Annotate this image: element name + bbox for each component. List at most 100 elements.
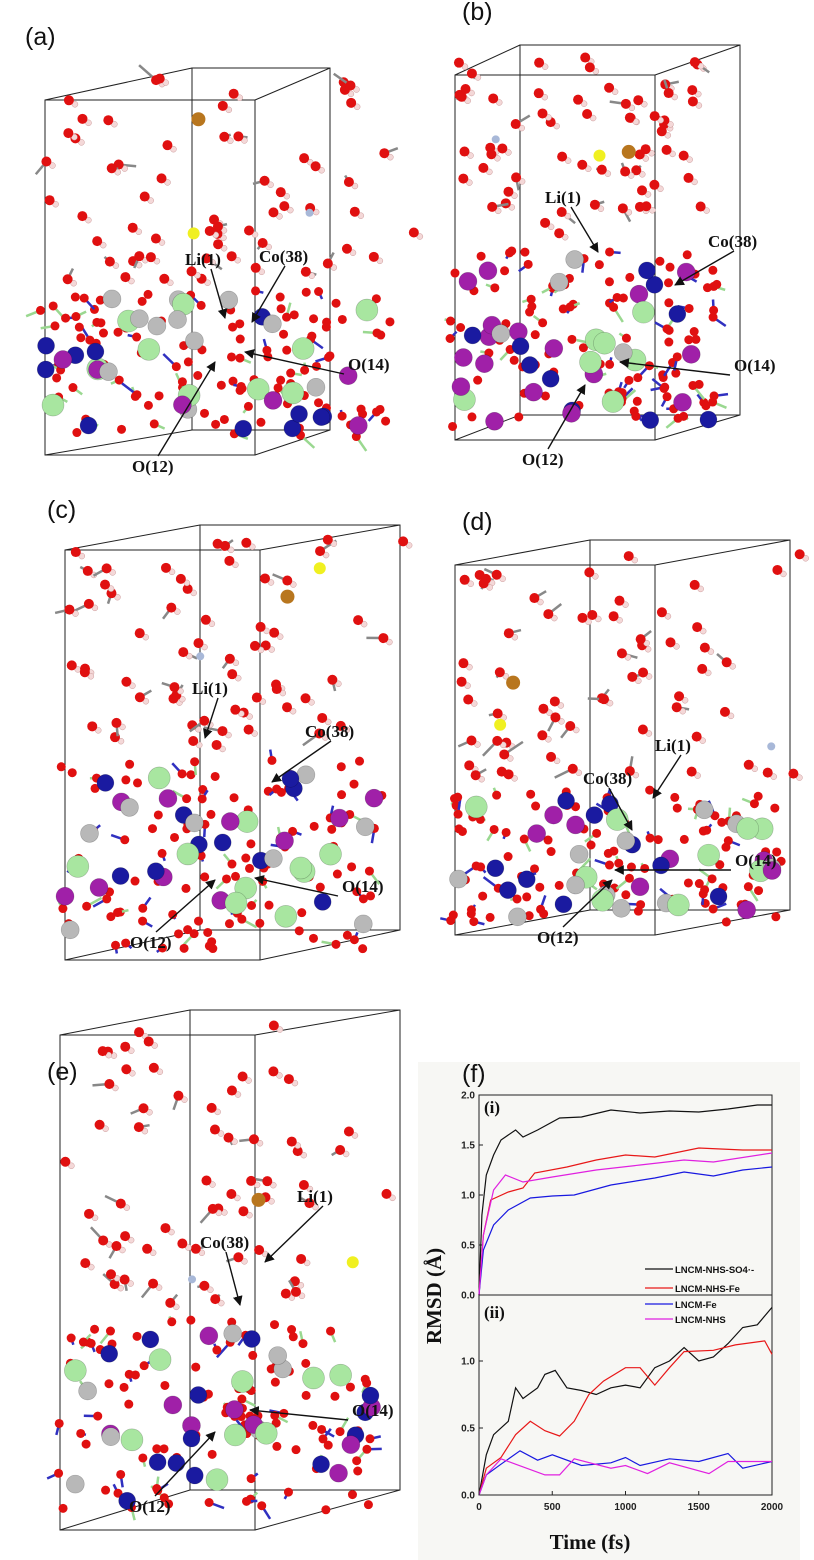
annotation-label: Li(1) bbox=[185, 250, 221, 269]
panel-label-d: (d) bbox=[462, 508, 493, 536]
panel-label-a: (a) bbox=[25, 23, 56, 51]
rmsd-chart: (f) 0.0 0.5 1.0 1.5 2.0 0.0 0.5 1.0 0 500 1000 1500… bbox=[418, 1060, 800, 1560]
legend: LNCM-NHS-SO4·- LNCM-NHS-Fe LNCM-Fe LNCM-… bbox=[645, 1265, 754, 1326]
annotation-li1: Li(1) bbox=[652, 736, 691, 799]
legend-entry: LNCM-NHS-Fe bbox=[675, 1284, 740, 1295]
structure-panel-b: (b) Li(1) Co(38) O(14) O(12) bbox=[444, 0, 776, 469]
annotation-co38: Co(38) bbox=[251, 247, 308, 323]
annotation-label: Co(38) bbox=[259, 247, 308, 266]
series-line-lncm-nhs-fe bbox=[478, 1340, 773, 1496]
arrow-icon bbox=[251, 265, 286, 323]
atoms bbox=[54, 534, 413, 954]
annotation-o12: O(12) bbox=[132, 361, 216, 476]
atoms bbox=[440, 549, 809, 927]
x-axis-label: Time (fs) bbox=[550, 1530, 631, 1554]
annotation-o12: O(12) bbox=[129, 1431, 216, 1516]
arrow-icon bbox=[254, 875, 339, 897]
y-tick-label: 0.0 bbox=[461, 1491, 475, 1502]
chart-background bbox=[418, 1062, 800, 1560]
annotation-o12: O(12) bbox=[522, 384, 586, 469]
series-line-lncm-nhs-so4- bbox=[478, 1307, 773, 1496]
molecular-structures: (a) Li(1) Co(38) O(14) O(12) (b) Li(1) Co(38) O(… bbox=[25, 0, 809, 1531]
unit-cell-box bbox=[44, 67, 331, 456]
annotation-o14: O(14) bbox=[614, 851, 777, 875]
panel-label-f: (f) bbox=[462, 1060, 486, 1088]
annotation-label: O(12) bbox=[130, 933, 172, 952]
arrow-icon bbox=[570, 206, 599, 253]
series-line-lncm-nhs-so4- bbox=[478, 1104, 772, 1296]
unit-cell-box bbox=[454, 44, 741, 441]
annotation-label: O(12) bbox=[129, 1497, 171, 1516]
arrow-icon bbox=[547, 384, 586, 450]
atoms bbox=[25, 64, 424, 452]
y-tick-label: 2.0 bbox=[461, 1091, 475, 1102]
annotation-o14: O(14) bbox=[244, 349, 390, 375]
legend-entry: LNCM-NHS-SO4·- bbox=[675, 1265, 754, 1276]
annotation-label: Co(38) bbox=[708, 232, 757, 251]
subplot-1: 0.0 0.5 1.0 1.5 2.0 bbox=[461, 1091, 773, 1302]
annotation-co38: Co(38) bbox=[583, 769, 633, 831]
y-axis-label: RMSD (Å) bbox=[422, 1248, 446, 1344]
annotation-o14: O(14) bbox=[254, 875, 384, 897]
annotation-co38: Co(38) bbox=[674, 232, 757, 286]
annotation-li1: Li(1) bbox=[264, 1187, 333, 1263]
structure-panel-d: (d) Li(1) Co(38) O(14) O(12) bbox=[440, 508, 809, 947]
legend-entry: LNCM-Fe bbox=[675, 1300, 717, 1311]
x-tick-label: 0 bbox=[476, 1502, 482, 1513]
x-tick-label: 500 bbox=[544, 1502, 561, 1513]
arrow-icon bbox=[652, 754, 682, 799]
series-line-lncm-nhs bbox=[478, 1458, 772, 1496]
annotation-label: Li(1) bbox=[192, 679, 228, 698]
annotation-label: O(14) bbox=[352, 1401, 394, 1420]
annotation-label: O(14) bbox=[342, 877, 384, 896]
annotation-co38: Co(38) bbox=[271, 722, 354, 783]
series-line-lncm-nhs-fe bbox=[478, 1147, 772, 1296]
subplot-label-ii: (ii) bbox=[484, 1303, 505, 1322]
arrow-icon bbox=[619, 358, 731, 376]
annotation-label: Li(1) bbox=[655, 736, 691, 755]
panel-label-b: (b) bbox=[462, 0, 493, 26]
x-tick-label: 2000 bbox=[761, 1502, 784, 1513]
annotation-co38: Co(38) bbox=[200, 1233, 249, 1306]
arrow-icon bbox=[674, 250, 735, 286]
annotation-o12: O(12) bbox=[537, 879, 613, 947]
annotation-label: O(14) bbox=[734, 356, 776, 375]
y-tick-label: 1.0 bbox=[461, 1191, 475, 1202]
annotation-o14: O(14) bbox=[249, 1401, 394, 1421]
y-tick-label: 0.5 bbox=[461, 1241, 475, 1252]
annotation-label: O(14) bbox=[735, 851, 777, 870]
annotation-label: Co(38) bbox=[583, 769, 632, 788]
y-tick-label: 1.0 bbox=[461, 1357, 475, 1368]
series-line-lncm-nhs bbox=[478, 1152, 773, 1296]
structure-panel-a: (a) Li(1) Co(38) O(14) O(12) bbox=[25, 23, 424, 476]
arrow-icon bbox=[608, 787, 633, 831]
arrow-icon bbox=[157, 361, 216, 457]
annotation-li1: Li(1) bbox=[185, 250, 228, 319]
arrow-icon bbox=[562, 879, 613, 928]
x-tick-label: 1000 bbox=[614, 1502, 637, 1513]
unit-cell-box bbox=[454, 539, 791, 936]
arrow-icon bbox=[264, 1205, 324, 1263]
arrow-icon bbox=[155, 879, 216, 933]
series-line-lncm-fe bbox=[478, 1166, 773, 1296]
y-tick-label: 1.5 bbox=[461, 1141, 475, 1152]
y-tick-label: 0.0 bbox=[461, 1291, 475, 1302]
atoms bbox=[444, 52, 729, 431]
structure-panel-e: (e) Li(1) Co(38) O(14) O(12) bbox=[46, 1009, 401, 1531]
annotation-label: Li(1) bbox=[297, 1187, 333, 1206]
subplot-label-i: (i) bbox=[484, 1098, 500, 1117]
annotation-o12: O(12) bbox=[130, 879, 216, 952]
atoms bbox=[46, 1020, 396, 1521]
panel-label-e: (e) bbox=[47, 1058, 78, 1086]
annotation-label: Co(38) bbox=[200, 1233, 249, 1252]
annotation-li1: Li(1) bbox=[192, 679, 228, 739]
annotation-li1: Li(1) bbox=[545, 188, 599, 253]
annotation-label: Li(1) bbox=[545, 188, 581, 207]
panel-label-c: (c) bbox=[47, 496, 76, 524]
annotation-label: O(14) bbox=[348, 355, 390, 374]
arrow-icon bbox=[271, 740, 332, 783]
arrow-icon bbox=[203, 697, 219, 739]
annotation-label: O(12) bbox=[522, 450, 564, 469]
